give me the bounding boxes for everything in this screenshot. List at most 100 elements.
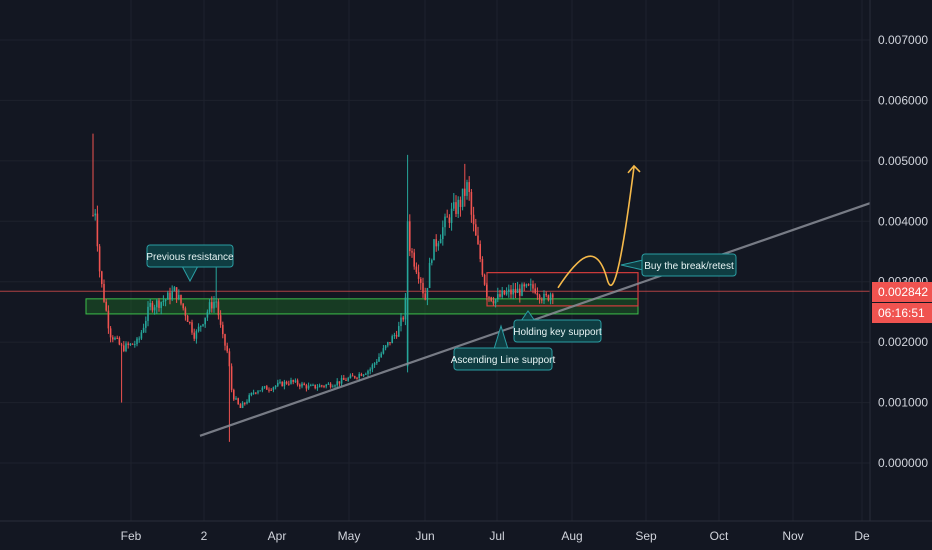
candle-body	[202, 324, 204, 326]
price-axis[interactable]: 0.0000000.0010000.0020000.0030000.004000…	[869, 0, 932, 521]
time-label-aug: Aug	[561, 529, 582, 543]
candle-body	[521, 284, 523, 296]
candle-body	[455, 202, 457, 214]
price-tick-label: 0.006000	[878, 93, 928, 107]
candle-body	[318, 385, 321, 388]
candle-body	[142, 327, 145, 333]
candle-body	[222, 324, 224, 335]
candle-body	[426, 288, 429, 300]
price-tick-label: 0.007000	[878, 33, 928, 47]
candle-body	[466, 182, 468, 196]
candle-body	[323, 385, 325, 387]
candle-body	[433, 239, 435, 261]
candle-body	[525, 284, 528, 287]
candle-body	[393, 335, 396, 337]
candle-body	[510, 289, 512, 295]
candle-body	[549, 294, 552, 301]
candle-body	[118, 337, 121, 345]
callout-previous-resistance-box	[146, 244, 234, 268]
candles-layer	[92, 133, 554, 442]
candle-body	[464, 188, 466, 196]
candle-body	[129, 343, 132, 345]
candle-body	[439, 239, 442, 244]
candle-body	[103, 283, 105, 302]
callout-buy-break-retest: Buy the break/retest	[620, 253, 737, 277]
candle-body	[206, 311, 209, 318]
candle-body	[532, 284, 534, 289]
candle-body	[246, 401, 248, 404]
candle-body	[263, 386, 266, 388]
candle-body	[147, 306, 149, 321]
candle-body	[422, 282, 424, 294]
candle-body	[290, 380, 292, 384]
candle-body	[530, 284, 532, 286]
candle-body	[151, 303, 154, 311]
candle-body	[257, 391, 259, 393]
candle-body	[237, 398, 239, 405]
candle-body	[541, 299, 543, 301]
candle-body	[195, 331, 198, 339]
candle-body	[356, 377, 358, 379]
time-label-2: 2	[201, 529, 208, 543]
candle-body	[239, 404, 242, 408]
time-label-may: May	[338, 529, 361, 543]
candle-body	[481, 259, 484, 275]
candle-body	[501, 290, 503, 297]
candle-body	[153, 307, 156, 311]
ascending-trendline	[199, 202, 871, 437]
callout-holding-key-support-text: Holding key support	[513, 327, 602, 338]
candle-body	[241, 402, 244, 408]
callouts-layer: Previous resistance Buy the break/retest H…	[146, 244, 737, 371]
candle-body	[340, 378, 343, 384]
candle-body	[252, 392, 255, 394]
candle-body	[373, 363, 376, 365]
candle-body	[219, 315, 222, 325]
candle-body	[365, 373, 367, 375]
candle-body	[303, 383, 305, 386]
candle-body	[415, 266, 418, 273]
last-price-badge: 0.002842 06:16:51	[872, 282, 932, 323]
candle-body	[186, 315, 189, 323]
candle-body	[109, 328, 112, 338]
candle-body	[448, 217, 451, 223]
candle-body	[497, 294, 499, 300]
candle-body	[420, 278, 422, 283]
candle-body	[140, 332, 143, 339]
time-axis[interactable]: Feb 2 Apr May Jun Jul Aug Sep Oct Nov De	[0, 520, 932, 543]
candle-body	[156, 300, 158, 308]
candle-body	[402, 317, 404, 320]
candle-body	[358, 374, 360, 379]
candle-body	[160, 302, 162, 308]
candle-body	[215, 301, 217, 303]
last-price-badge-bg	[872, 282, 932, 302]
candle-body	[299, 384, 301, 387]
countdown-label: 06:16:51	[878, 306, 925, 320]
candle-body	[301, 383, 303, 387]
time-label-nov: Nov	[782, 529, 803, 543]
candle-body	[336, 381, 338, 386]
candle-body	[281, 381, 283, 387]
candle-body	[406, 221, 409, 367]
candle-body	[349, 375, 352, 379]
price-tick-label: 0.004000	[878, 214, 928, 228]
candle-body	[312, 384, 314, 386]
candle-body	[387, 342, 389, 346]
candle-body	[391, 336, 393, 344]
candle-body	[101, 271, 103, 284]
candle-body	[435, 239, 437, 247]
candle-body	[409, 221, 411, 252]
candle-body	[371, 364, 374, 370]
price-tick-label: 0.002000	[878, 335, 928, 349]
candle-body	[461, 188, 464, 207]
candle-body	[189, 322, 191, 324]
callout-buy-break-retest-box	[641, 253, 737, 277]
candle-body	[367, 370, 369, 374]
candle-body	[384, 345, 387, 349]
candle-body	[244, 402, 246, 404]
candle-body	[171, 291, 173, 300]
candle-body	[184, 308, 187, 316]
candle-body	[411, 251, 413, 253]
price-tick-label: 0.005000	[878, 154, 928, 168]
time-label-jun: Jun	[415, 529, 434, 543]
